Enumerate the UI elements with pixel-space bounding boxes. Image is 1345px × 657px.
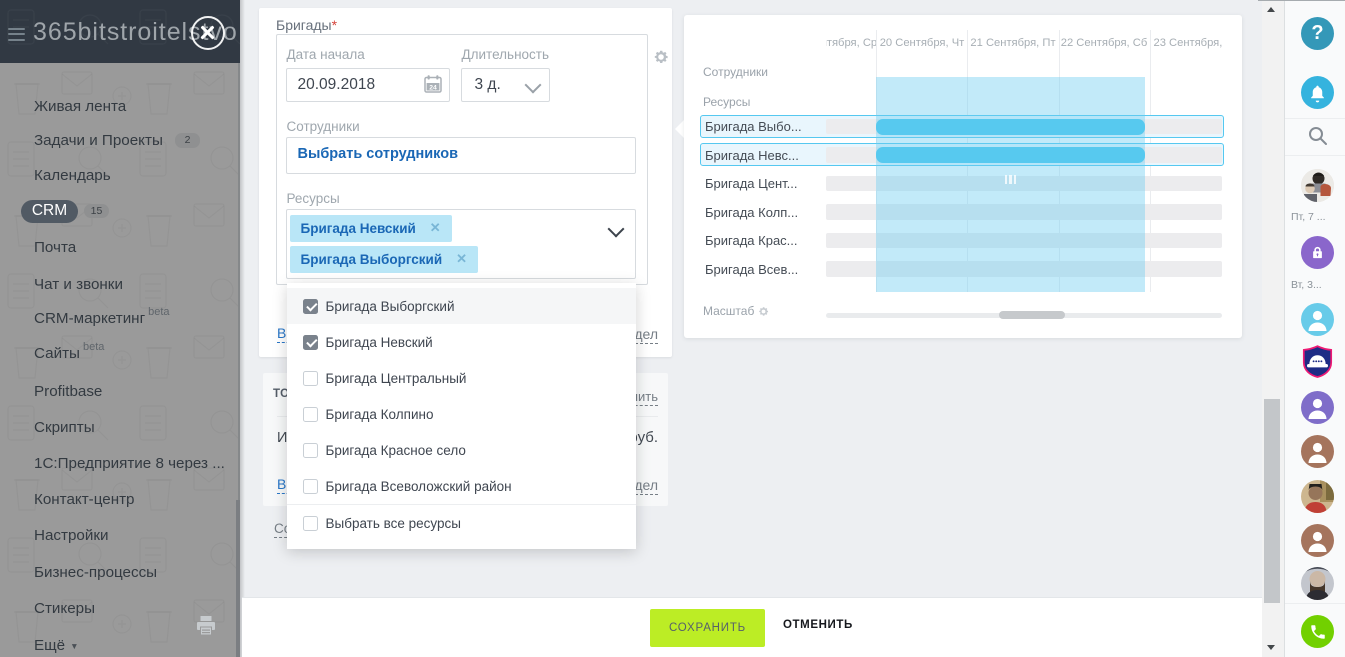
svg-text:24: 24 xyxy=(429,84,437,91)
